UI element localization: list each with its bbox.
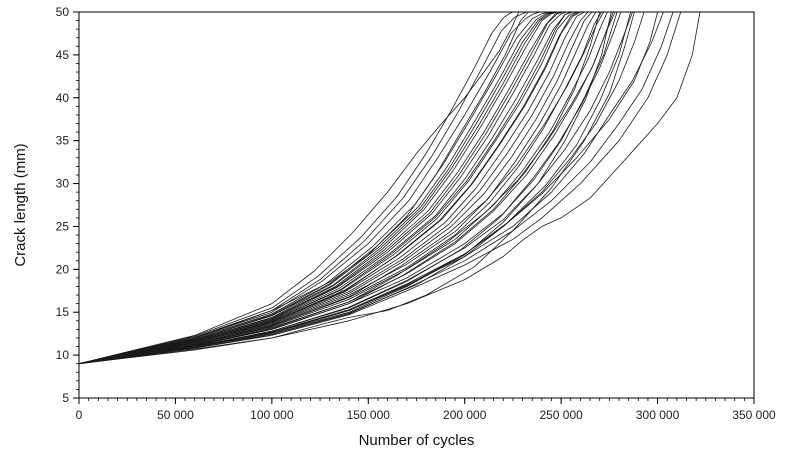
series-line-1 xyxy=(78,11,701,365)
series-line-14 xyxy=(78,11,585,365)
y-tick-label: 10 xyxy=(56,348,70,362)
series-line-27 xyxy=(78,11,520,365)
series-line-26 xyxy=(78,11,529,365)
series-line-22 xyxy=(78,11,548,365)
series-line-13 xyxy=(78,11,589,365)
x-axis: 0 50 000 100 000 150 000 200 000 250 000 300 0… xyxy=(76,398,776,422)
y-tick-label: 25 xyxy=(56,219,70,233)
series-line-18 xyxy=(78,11,568,365)
y-tick-label: 45 xyxy=(56,48,70,62)
series-lines xyxy=(78,11,701,365)
series-line-25 xyxy=(78,11,514,365)
series-line-10 xyxy=(78,11,602,365)
series-line-35 xyxy=(78,11,612,365)
series-line-9 xyxy=(78,11,608,365)
series-line-36 xyxy=(78,11,618,365)
x-tick-label: 0 xyxy=(76,408,83,422)
series-line-3 xyxy=(78,11,674,365)
x-tick-label: 50 000 xyxy=(157,408,194,422)
x-tick-label: 100 000 xyxy=(250,408,294,422)
x-tick-label: 200 000 xyxy=(443,408,487,422)
series-line-29 xyxy=(78,11,604,365)
series-line-32 xyxy=(78,11,552,365)
y-tick-label: 50 xyxy=(56,5,70,19)
series-line-7 xyxy=(78,11,622,365)
series-line-30 xyxy=(78,11,579,365)
y-tick-label: 15 xyxy=(56,305,70,319)
y-tick-label: 35 xyxy=(56,134,70,148)
series-line-12 xyxy=(78,11,593,365)
series-line-23 xyxy=(78,11,541,365)
series-line-37 xyxy=(78,11,631,365)
series-line-28 xyxy=(78,11,616,365)
series-line-20 xyxy=(78,11,558,365)
y-axis-label: Crack length (mm) xyxy=(12,143,29,266)
x-tick-label: 150 000 xyxy=(347,408,391,422)
y-tick-label: 5 xyxy=(62,391,69,405)
series-line-11 xyxy=(78,11,597,365)
series-line-40 xyxy=(78,11,556,365)
series-line-15 xyxy=(78,11,581,365)
x-tick-label: 350 000 xyxy=(732,408,776,422)
series-line-33 xyxy=(78,11,658,365)
series-line-5 xyxy=(78,11,645,365)
y-axis: 5 10 15 20 25 30 35 40 45 50 xyxy=(56,5,79,405)
series-line-31 xyxy=(78,11,564,365)
y-tick-label: 40 xyxy=(56,91,70,105)
series-line-2 xyxy=(78,11,682,365)
x-tick-label: 250 000 xyxy=(539,408,583,422)
series-line-39 xyxy=(78,11,571,365)
x-axis-label: Number of cycles xyxy=(359,432,475,449)
y-tick-label: 30 xyxy=(56,177,70,191)
series-line-38 xyxy=(78,11,601,365)
series-line-17 xyxy=(78,11,573,365)
y-tick-label: 20 xyxy=(56,262,70,276)
series-line-34 xyxy=(78,11,635,365)
x-tick-label: 300 000 xyxy=(636,408,680,422)
